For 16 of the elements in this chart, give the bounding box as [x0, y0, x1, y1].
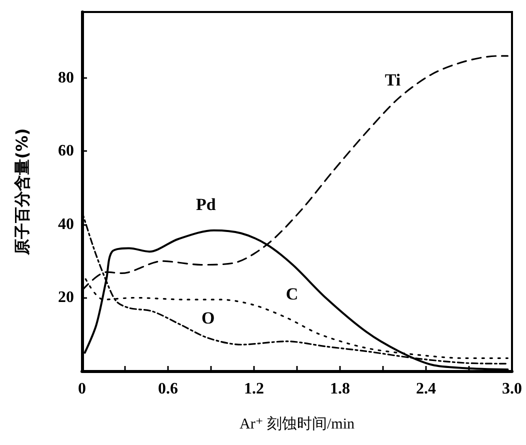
y-tick-label: 60	[58, 142, 74, 160]
y-tick-label: 40	[58, 216, 74, 233]
series-label: O	[202, 308, 215, 328]
x-tick-label: 2.4	[416, 380, 436, 398]
y-tick-label: 80	[58, 69, 74, 86]
y-axis-title: 原子百分含量(%)	[12, 128, 32, 256]
x-axis-title: Ar⁺ 刻蚀时间/min	[240, 416, 355, 432]
x-tick-label: 1.2	[244, 380, 264, 398]
y-tick-label: 20	[58, 289, 74, 306]
x-tick-label: 3.0	[502, 380, 522, 398]
series-label: Ti	[384, 70, 401, 90]
x-tick-label: 0.6	[158, 380, 178, 398]
text: 0	[78, 380, 86, 398]
series-label: C	[286, 284, 298, 304]
series-label: Pd	[196, 194, 216, 214]
x-tick-label: 1.8	[330, 380, 350, 398]
